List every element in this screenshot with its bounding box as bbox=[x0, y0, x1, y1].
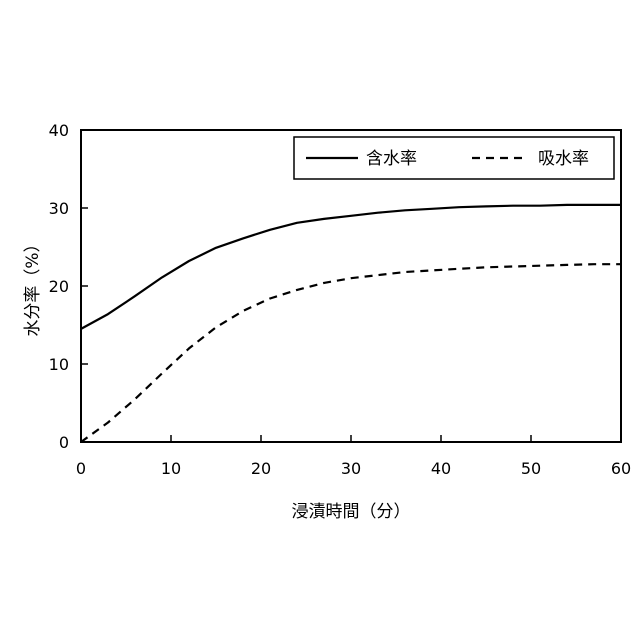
y-tick-label: 40 bbox=[49, 121, 69, 140]
y-tick-label: 30 bbox=[49, 199, 69, 218]
x-tick-label: 30 bbox=[341, 459, 361, 478]
x-tick-label: 20 bbox=[251, 459, 271, 478]
legend: 含水率 吸水率 bbox=[294, 137, 614, 179]
y-tick-label: 10 bbox=[49, 355, 69, 374]
x-tick-label: 50 bbox=[521, 459, 541, 478]
legend-label-series-2: 吸水率 bbox=[538, 149, 589, 169]
x-tick-label: 10 bbox=[161, 459, 181, 478]
y-tick-label: 20 bbox=[49, 277, 69, 296]
x-tick-label: 40 bbox=[431, 459, 451, 478]
y-axis-title: 水分率（%） bbox=[23, 235, 43, 336]
legend-label-series-1: 含水率 bbox=[366, 149, 417, 169]
x-tick-label: 0 bbox=[76, 459, 86, 478]
y-tick-label: 0 bbox=[59, 433, 69, 452]
x-axis-title: 浸漬時間（分） bbox=[292, 502, 411, 522]
x-tick-label: 60 bbox=[611, 459, 631, 478]
